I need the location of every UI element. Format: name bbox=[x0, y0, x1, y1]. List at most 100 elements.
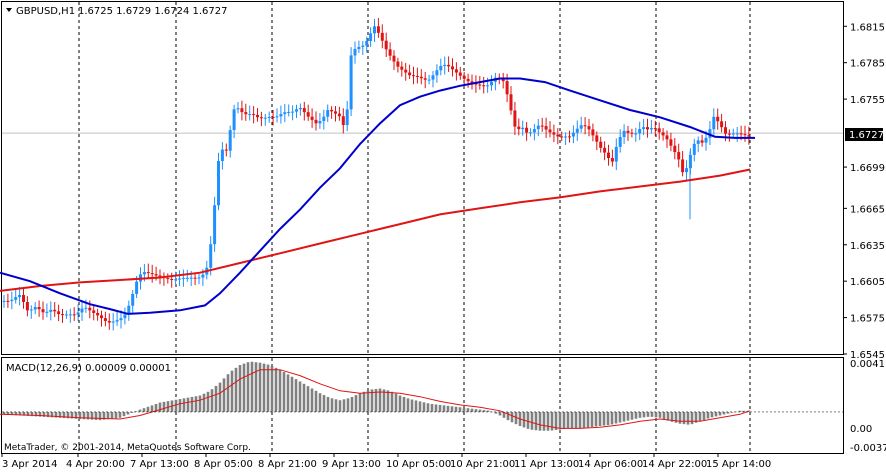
macd-bar bbox=[430, 403, 434, 412]
candle-body bbox=[712, 116, 716, 130]
macd-bar bbox=[130, 411, 134, 413]
candle-body bbox=[657, 128, 661, 133]
macd-bar bbox=[218, 382, 222, 412]
candle-body bbox=[696, 140, 700, 144]
candle-body bbox=[68, 314, 72, 316]
macd-bar bbox=[78, 411, 82, 419]
macd-bar bbox=[178, 399, 182, 412]
candle-body bbox=[244, 112, 248, 115]
macd-bar bbox=[214, 385, 218, 412]
candle-body bbox=[349, 55, 353, 110]
macd-bar bbox=[658, 411, 662, 418]
macd-bar bbox=[542, 411, 546, 431]
candle-body bbox=[529, 132, 532, 134]
macd-bar bbox=[54, 411, 58, 418]
macd-bar bbox=[278, 369, 282, 412]
macd-bar bbox=[366, 390, 370, 412]
macd-bar bbox=[622, 411, 626, 422]
price-tick-label: 1.6575 bbox=[850, 314, 885, 325]
candle-body bbox=[150, 273, 154, 275]
candle-body bbox=[45, 311, 49, 313]
candle-body bbox=[704, 137, 708, 143]
candle-body bbox=[189, 277, 193, 279]
ma-fast-path bbox=[0, 77, 755, 315]
candle-body bbox=[583, 125, 587, 127]
macd-bar bbox=[730, 411, 734, 413]
macd-bar bbox=[666, 411, 670, 421]
macd-bar bbox=[738, 410, 742, 412]
candle-body bbox=[412, 75, 415, 77]
macd-bar bbox=[694, 411, 698, 423]
macd-bar bbox=[398, 395, 402, 412]
candle-body bbox=[630, 132, 634, 134]
candle-body bbox=[314, 119, 318, 124]
macd-bar bbox=[270, 365, 274, 412]
candle-body bbox=[622, 130, 626, 137]
candle-body bbox=[236, 108, 240, 110]
macd-bar bbox=[586, 411, 590, 428]
candle-body bbox=[111, 321, 115, 323]
macd-bar bbox=[158, 402, 162, 412]
candle-body bbox=[240, 108, 244, 113]
macd-bar bbox=[354, 395, 358, 412]
macd-bar bbox=[598, 411, 602, 427]
macd-bar bbox=[714, 411, 718, 417]
candle-body bbox=[677, 152, 681, 160]
macd-bar bbox=[558, 411, 562, 430]
candle-body bbox=[708, 129, 712, 138]
macd-bar bbox=[98, 411, 102, 421]
candle-body bbox=[380, 32, 384, 41]
macd-bar bbox=[134, 411, 138, 412]
candle-body bbox=[727, 133, 731, 135]
candle-body bbox=[33, 307, 37, 310]
candle-body bbox=[568, 136, 571, 138]
candle-body bbox=[743, 134, 747, 136]
time-tick-label: 8 Apr 05:00 bbox=[194, 459, 253, 470]
macd-bar bbox=[258, 362, 262, 412]
fast-moving-average-line bbox=[0, 77, 755, 315]
candle-body bbox=[123, 314, 127, 319]
candle-body bbox=[330, 109, 334, 112]
macd-bar bbox=[82, 411, 86, 420]
chart-header[interactable]: GBPUSD,H1 1.6725 1.6729 1.6724 1.6727 bbox=[6, 6, 228, 17]
candle-body bbox=[466, 78, 470, 82]
time-tick-label: 14 Apr 06:00 bbox=[578, 459, 643, 470]
macd-bar bbox=[506, 411, 510, 421]
candle-body bbox=[388, 49, 392, 56]
macd-bar bbox=[298, 381, 302, 412]
candle-body bbox=[579, 125, 583, 129]
macd-signal-path bbox=[0, 369, 751, 429]
time-tick-label: 9 Apr 13:00 bbox=[322, 459, 381, 470]
candle-body bbox=[197, 277, 201, 279]
macd-bar bbox=[538, 411, 542, 431]
macd-bar bbox=[110, 411, 114, 419]
macd-bar bbox=[274, 367, 278, 412]
macd-tick-label: -0.00379 bbox=[850, 443, 886, 454]
candle-body bbox=[490, 81, 493, 86]
candle-body bbox=[595, 135, 599, 142]
candle-body bbox=[267, 116, 271, 118]
triangle-down-icon[interactable] bbox=[6, 8, 12, 12]
macd-bar bbox=[246, 362, 250, 412]
current-price-label-bg bbox=[845, 128, 883, 141]
macd-bar bbox=[46, 411, 50, 418]
macd-bar bbox=[174, 399, 178, 412]
macd-bar bbox=[462, 407, 466, 412]
macd-bar bbox=[334, 399, 338, 412]
candle-body bbox=[256, 114, 259, 118]
candle-body bbox=[107, 320, 111, 323]
candle-body bbox=[209, 244, 213, 268]
ma-slow-path bbox=[0, 168, 751, 292]
candle-body bbox=[193, 277, 197, 279]
macd-tick-label: 0.00411 bbox=[850, 359, 886, 370]
macd-bar bbox=[578, 411, 582, 429]
candle-body bbox=[185, 277, 189, 279]
candle-body bbox=[302, 108, 306, 113]
macd-bar bbox=[674, 411, 678, 423]
macd-bar bbox=[610, 411, 614, 425]
candle-body bbox=[232, 109, 236, 131]
macd-bar bbox=[306, 386, 310, 412]
macd-bar bbox=[342, 399, 346, 412]
candle-body bbox=[501, 78, 505, 82]
